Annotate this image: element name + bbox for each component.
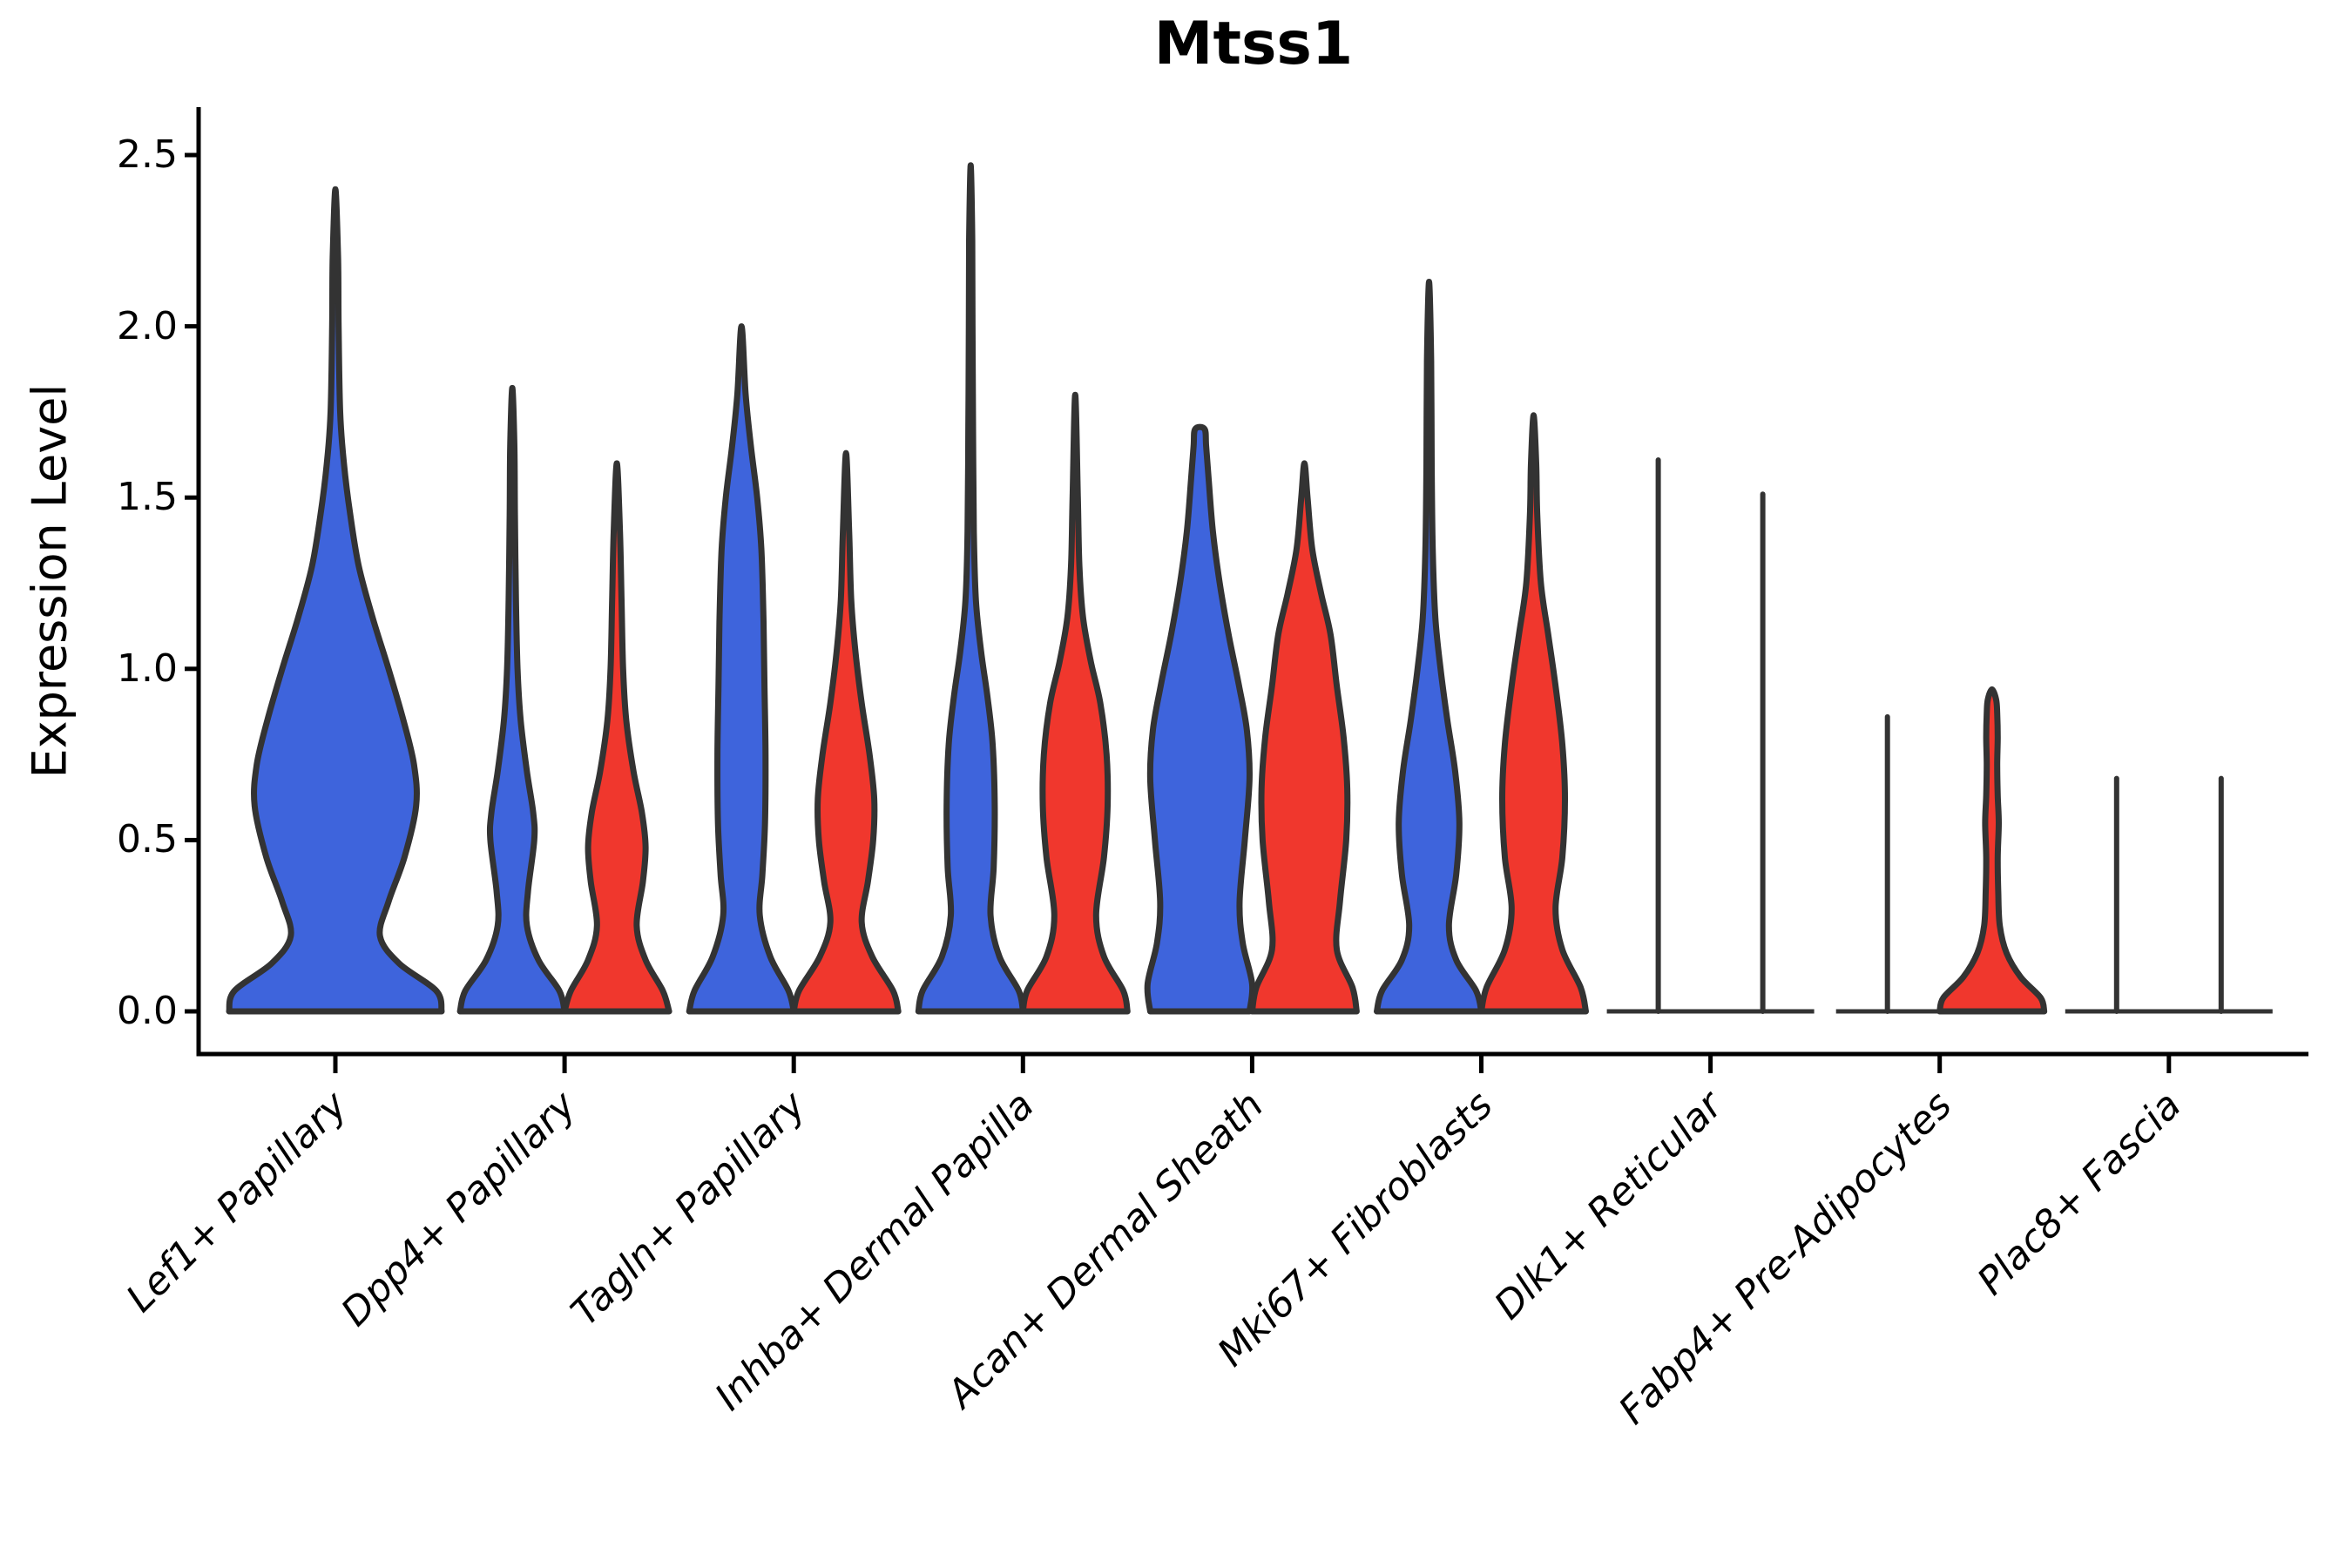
violin-4-red bbox=[1248, 460, 1360, 1015]
y-axis-label: Expression Level bbox=[22, 383, 78, 779]
violin-0-blue bbox=[226, 186, 445, 1015]
plot-title: Mtss1 bbox=[1153, 10, 1354, 78]
violin-1-blue bbox=[456, 384, 568, 1015]
violin-5-blue bbox=[1374, 279, 1484, 1015]
violin-3-blue bbox=[915, 162, 1026, 1015]
violin-5-red bbox=[1478, 412, 1589, 1015]
y-tick-label-2.0: 2.0 bbox=[117, 304, 178, 348]
violin-3-red bbox=[1019, 391, 1131, 1015]
violin-4-blue bbox=[1144, 423, 1256, 1015]
y-tick-label-1.0: 1.0 bbox=[117, 646, 178, 691]
y-tick-label-2.5: 2.5 bbox=[117, 132, 178, 177]
violin-1-red bbox=[561, 460, 672, 1015]
y-tick-label-0.0: 0.0 bbox=[117, 989, 178, 1033]
violin-7-red bbox=[1936, 686, 2048, 1015]
y-tick-label-1.5: 1.5 bbox=[117, 475, 178, 519]
violin-2-red bbox=[790, 449, 902, 1015]
violin-2-blue bbox=[686, 323, 797, 1015]
y-tick-label-0.5: 0.5 bbox=[117, 817, 178, 862]
